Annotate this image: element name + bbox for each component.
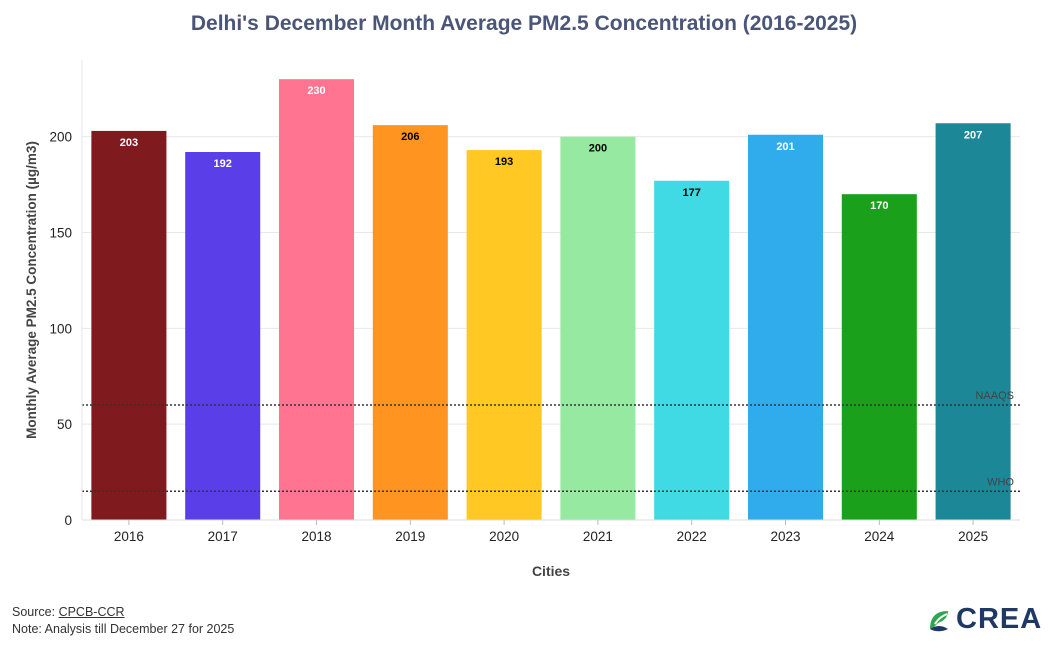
footer: Source: CPCB-CCR Note: Analysis till Dec…: [12, 604, 234, 638]
x-tick-label-2024: 2024: [864, 529, 895, 544]
y-axis: 0 50 100 150 200: [49, 60, 83, 528]
x-tick-label-2019: 2019: [395, 529, 425, 544]
crea-logo: CREA: [926, 603, 1042, 636]
x-tick-label-2022: 2022: [677, 529, 707, 544]
bar-2017: [185, 152, 261, 520]
data-label-2023: 201: [776, 141, 794, 153]
data-label-2020: 193: [495, 156, 513, 168]
reference-label-naaqs: NAAQS: [975, 390, 1014, 402]
crea-leaf-icon: [930, 610, 948, 631]
bars: [91, 79, 1011, 521]
y-axis-title: Monthly Average PM2.5 Concentration (µg/…: [24, 141, 39, 439]
chart-title: Delhi's December Month Average PM2.5 Con…: [190, 12, 858, 35]
reference-lines: NAAQS WHO: [82, 390, 1020, 493]
x-tick-label-2017: 2017: [208, 529, 238, 544]
source-link[interactable]: CPCB-CCR: [58, 605, 125, 619]
reference-label-who: WHO: [987, 476, 1014, 488]
source-prefix: Source:: [12, 605, 59, 619]
x-axis-title: Cities: [532, 563, 570, 579]
bar-2021: [560, 136, 636, 520]
bar-2016: [91, 130, 167, 520]
source-line: Source: CPCB-CCR: [12, 604, 234, 621]
data-label-2022: 177: [683, 187, 701, 199]
data-labels: 203 192 230 206 193 200 177 201 170 207: [120, 85, 983, 212]
x-tick-label-2023: 2023: [770, 529, 800, 544]
y-tick-label: 0: [64, 513, 72, 528]
data-label-2025: 207: [964, 129, 982, 141]
bar-2022: [654, 180, 730, 520]
y-tick-label: 200: [49, 130, 72, 145]
x-tick-label-2025: 2025: [958, 529, 988, 544]
bar-2023: [747, 134, 824, 520]
bar-2024: [841, 194, 917, 520]
data-label-2021: 200: [589, 143, 607, 155]
bar-2018: [278, 79, 355, 521]
data-label-2018: 230: [307, 85, 325, 97]
data-label-2016: 203: [120, 137, 138, 149]
y-tick-label: 100: [49, 321, 72, 336]
y-tick-label: 150: [49, 226, 72, 241]
data-label-2024: 170: [870, 200, 888, 212]
bar-2020: [466, 150, 542, 521]
analysis-note: Note: Analysis till December 27 for 2025: [12, 622, 235, 636]
x-tick-label-2020: 2020: [489, 529, 519, 544]
x-tick-label-2016: 2016: [114, 529, 144, 544]
crea-logo-text: CREA: [956, 603, 1043, 635]
x-tick-label-2018: 2018: [301, 529, 331, 544]
data-label-2017: 192: [214, 158, 232, 170]
x-axis: 2016 2017 2018 2019 2020 2021 2022 2023 2024 2025: [82, 519, 1020, 544]
bar-2025: [935, 123, 1011, 520]
data-label-2019: 206: [401, 131, 419, 143]
bar-2019: [372, 125, 448, 521]
x-tick-label-2021: 2021: [583, 529, 613, 544]
y-tick-label: 50: [57, 417, 72, 432]
